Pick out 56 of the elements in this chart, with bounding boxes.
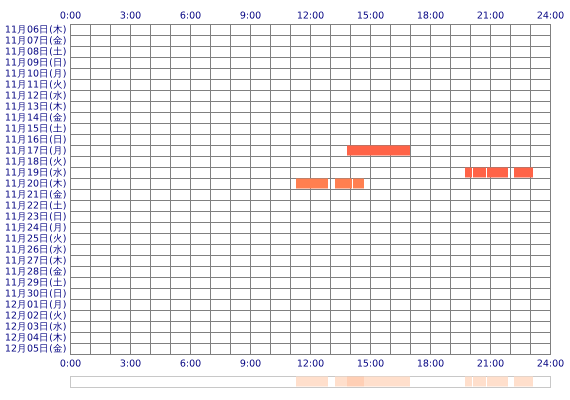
y-tick-label: 11月07日(金)	[4, 34, 66, 46]
y-tick-label: 11月23日(日)	[4, 212, 66, 222]
y-tick-label: 11月13日(木)	[4, 100, 66, 112]
x2-tick-label: 0:00	[60, 358, 82, 370]
y-tick-label: 11月29日(土)	[4, 276, 66, 288]
y-tick-label: 12月05日(金)	[4, 342, 66, 354]
x-tick-label: 24:00	[536, 10, 564, 22]
y-tick-label: 11月06日(木)	[4, 24, 66, 36]
y-tick-label: 11月18日(火)	[4, 156, 66, 168]
x-tick-label: 15:00	[356, 10, 384, 22]
x2-tick-label: 12:00	[296, 358, 324, 370]
y-tick-label: 12月03日(水)	[4, 320, 66, 332]
y-tick-label: 11月22日(土)	[4, 200, 66, 212]
x-tick-label: 3:00	[120, 10, 142, 22]
bar	[347, 146, 410, 156]
x-tick-label: 6:00	[180, 10, 202, 22]
x2-tick-label: 18:00	[416, 358, 444, 370]
bar	[347, 376, 364, 386]
bar	[514, 168, 533, 178]
y-tick-label: 11月10日(月)	[4, 68, 66, 80]
y-tick-label: 11月24日(月)	[4, 222, 66, 234]
y-tick-label: 11月19日(水)	[4, 166, 66, 178]
y-tick-label: 11月09日(日)	[4, 58, 66, 68]
x2-tick-label: 9:00	[240, 358, 262, 370]
x2-tick-label: 3:00	[120, 358, 142, 370]
y-tick-label: 11月27日(木)	[4, 254, 66, 266]
y-tick-label: 11月15日(土)	[4, 122, 66, 134]
x2-tick-label: 21:00	[476, 358, 504, 370]
y-tick-label: 11月08日(土)	[4, 46, 66, 58]
y-tick-label: 12月04日(木)	[4, 332, 66, 344]
y-tick-label: 11月20日(木)	[4, 178, 66, 190]
x-tick-label: 18:00	[416, 10, 444, 22]
y-tick-label: 11月17日(月)	[4, 146, 66, 156]
y-tick-label: 11月25日(火)	[4, 232, 66, 244]
x-tick-label: 0:00	[60, 10, 82, 22]
x2-tick-label: 24:00	[536, 358, 564, 370]
y-tick-label: 11月16日(日)	[4, 134, 66, 146]
y-tick-label: 11月12日(水)	[4, 90, 66, 102]
x-tick-label: 12:00	[296, 10, 324, 22]
bar	[335, 376, 347, 386]
y-tick-label: 12月02日(火)	[4, 310, 66, 322]
y-tick-label: 11月26日(水)	[4, 244, 66, 256]
x-tick-label: 21:00	[476, 10, 504, 22]
bar	[514, 376, 533, 386]
bar	[296, 376, 328, 386]
y-tick-label: 11月28日(金)	[4, 266, 66, 278]
y-tick-label: 12月01日(月)	[4, 300, 66, 310]
bar	[296, 178, 328, 188]
x-tick-label: 9:00	[240, 10, 262, 22]
y-tick-label: 11月14日(金)	[4, 112, 66, 124]
x2-tick-label: 15:00	[356, 358, 384, 370]
bar	[364, 376, 410, 386]
y-tick-label: 11月30日(日)	[4, 288, 66, 300]
y-tick-label: 11月11日(火)	[4, 78, 66, 90]
y-tick-label: 11月21日(金)	[4, 188, 66, 200]
x2-tick-label: 6:00	[180, 358, 202, 370]
